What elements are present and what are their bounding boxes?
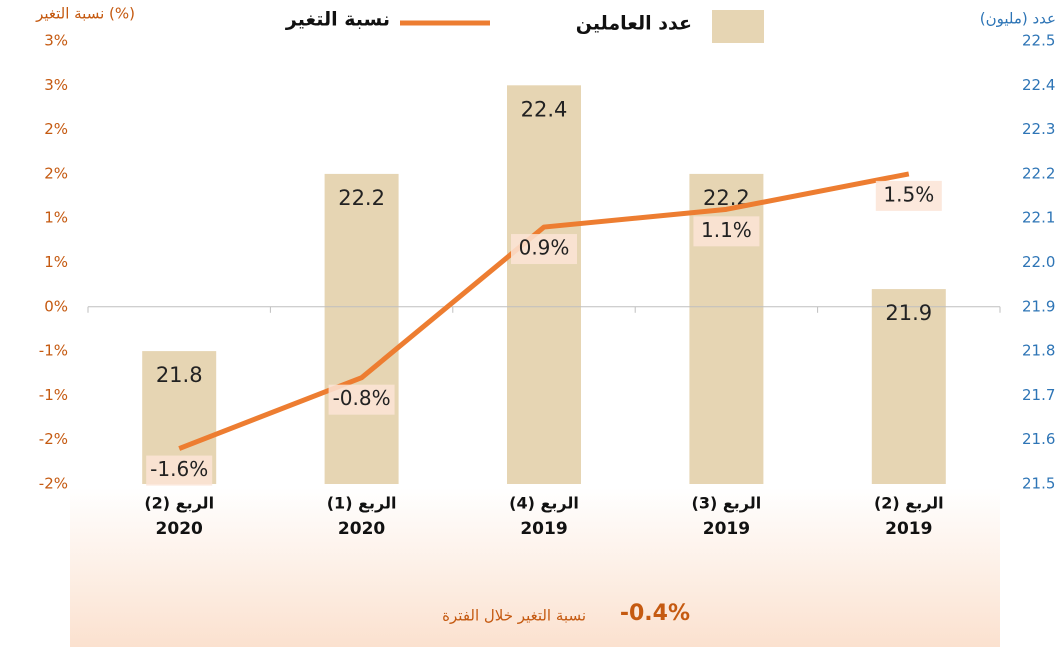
x-tick-label: الربع (1) <box>327 494 397 513</box>
x-tick-label: 2020 <box>156 519 203 539</box>
tick-label: -2% <box>39 430 68 448</box>
tick-label: 21.6 <box>1022 430 1055 448</box>
x-tick-label: الربع (3) <box>692 494 762 513</box>
y2-title: عدد (مليون) <box>980 10 1056 28</box>
tick-label: 2% <box>44 120 68 138</box>
x-tick-label: الربع (2) <box>144 494 214 513</box>
tick-label: 22.3 <box>1022 120 1055 138</box>
line-value-label: -1.6% <box>150 457 208 481</box>
tick-label: 3% <box>44 32 68 50</box>
x-tick-label: الربع (4) <box>509 494 579 513</box>
tick-label: -2% <box>39 475 68 493</box>
legend-swatch-bar <box>712 10 764 43</box>
tick-label: 21.7 <box>1022 386 1055 404</box>
legend-label: نسبة التغير <box>285 9 390 31</box>
tick-label: 21.9 <box>1022 297 1055 315</box>
tick-label: 22.4 <box>1022 76 1055 94</box>
tick-label: 21.8 <box>1022 342 1055 360</box>
bar-value-label: 21.9 <box>885 301 932 325</box>
x-tick-label: 2020 <box>338 519 385 539</box>
y-title: نسبة التغير (%) <box>35 5 135 23</box>
tick-label: 3% <box>44 76 68 94</box>
tick-label: -1% <box>39 342 68 360</box>
bar <box>871 289 946 484</box>
footer-label: نسبة التغير خلال الفترة <box>442 607 586 625</box>
tick-label: 22.0 <box>1022 253 1055 271</box>
x-tick-label: 2019 <box>703 519 750 539</box>
line-label-box <box>875 180 942 211</box>
bar-value-label: 22.2 <box>338 186 385 210</box>
bar-value-label: 22.4 <box>521 97 568 121</box>
line-value-label: 1.5% <box>883 182 934 206</box>
x-tick-label: 2019 <box>885 519 932 539</box>
x-tick-label: 2019 <box>520 519 567 539</box>
bar <box>324 173 399 484</box>
footer-value: -0.4% <box>620 601 690 626</box>
tick-label: 2% <box>44 164 68 182</box>
tick-label: -1% <box>39 386 68 404</box>
line-value-label: -0.8% <box>333 386 391 410</box>
tick-label: 22.2 <box>1022 164 1055 182</box>
line-label-box <box>328 384 395 415</box>
x-tick-label: الربع (2) <box>874 494 944 513</box>
bar-value-label: 21.8 <box>156 363 203 387</box>
tick-label: 21.5 <box>1022 475 1055 493</box>
tick-label: 22.5 <box>1022 32 1055 50</box>
tick-label: 0% <box>44 297 68 315</box>
line-label-box <box>511 234 577 265</box>
line-label-box <box>693 216 760 247</box>
line-value-label: 1.1% <box>701 218 752 242</box>
bar <box>507 85 581 485</box>
legend-label: عدد العاملين <box>576 13 692 35</box>
line-label-box <box>146 455 213 486</box>
tick-label: 22.1 <box>1022 209 1055 227</box>
line <box>178 171 910 451</box>
tick-label: 1% <box>44 253 68 271</box>
tick-label: 1% <box>44 209 68 227</box>
line-value-label: 0.9% <box>519 236 570 260</box>
footer-panel <box>70 488 1000 647</box>
